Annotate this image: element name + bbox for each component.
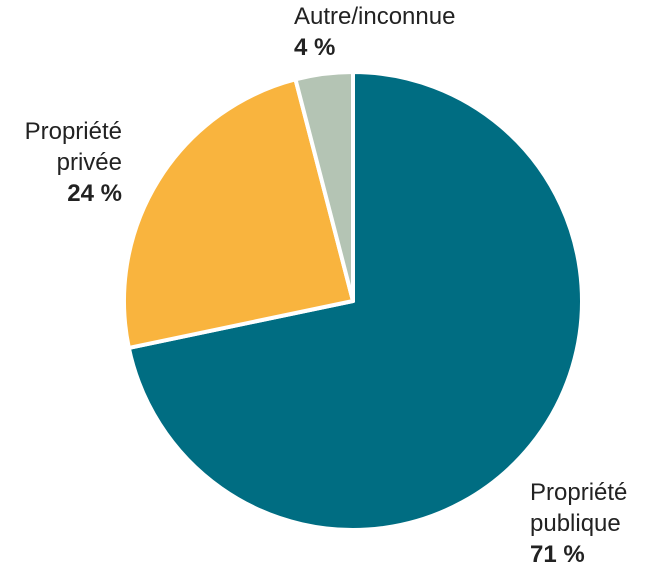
slice-name-other: Autre/inconnue — [294, 3, 456, 30]
slice-label-other: Autre/inconnue 4 % — [294, 1, 455, 63]
slice-label-private: Propriété privée 24 % — [25, 116, 122, 209]
slice-value-other: 4 % — [294, 34, 336, 61]
pie-slice-public — [126, 70, 584, 532]
slice-name-public-line2: publique — [530, 510, 621, 537]
slice-label-public: Propriété publique 71 % — [530, 477, 627, 570]
pie-slices — [122, 70, 584, 532]
slice-value-public: 71 % — [530, 541, 585, 568]
slice-name-private-line1: Propriété — [24, 118, 122, 145]
pie-slice-private — [122, 77, 355, 350]
pie-slice-other — [293, 70, 355, 303]
slice-value-private: 24 % — [67, 180, 122, 207]
slice-name-public-line1: Propriété — [530, 479, 628, 506]
slice-name-private-line2: privée — [56, 149, 122, 176]
